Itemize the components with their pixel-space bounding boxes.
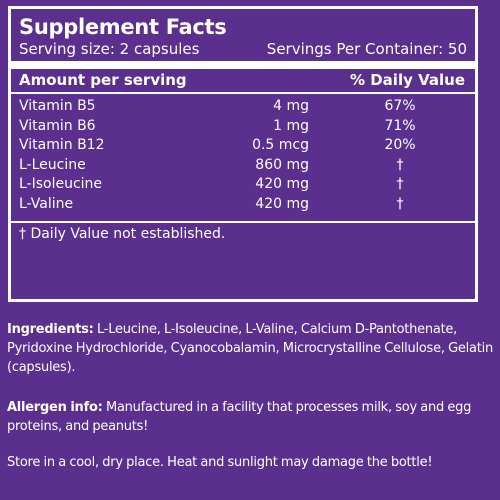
nutrient-name: L-Valine xyxy=(19,195,74,212)
nutrient-daily-value: † xyxy=(396,176,404,193)
nutrient-name: Vitamin B5 xyxy=(19,98,96,114)
panel-title: Supplement Facts xyxy=(19,15,227,39)
ingredients-section: Ingredients: L-Leucine, L-Isoleucine, L-… xyxy=(7,320,493,377)
serving-size: Serving size: 2 capsules xyxy=(19,40,200,58)
ingredients-label: Ingredients: xyxy=(7,322,94,337)
nutrient-row: Vitamin B5 4 mg 67% xyxy=(19,97,467,117)
nutrient-row: L-Valine 420 mg † xyxy=(19,195,467,215)
nutrient-amount: 420 mg xyxy=(255,195,309,212)
daily-value-footnote: † Daily Value not established. xyxy=(19,225,226,242)
column-header-row: Amount per serving % Daily Value xyxy=(19,69,467,91)
nutrient-name: Vitamin B12 xyxy=(19,137,105,154)
allergen-text: Manufactured in a facility that processe… xyxy=(7,400,472,434)
nutrient-row: L-Isoleucine 420 mg † xyxy=(19,175,467,195)
nutrient-name: Vitamin B6 xyxy=(19,117,96,134)
nutrient-row: L-Leucine 860 mg † xyxy=(19,156,467,176)
allergen-label: Allergen info: xyxy=(7,400,103,415)
ingredients-text: L-Leucine, L-Isoleucine, L-Valine, Calci… xyxy=(7,322,493,375)
supplement-facts-panel: Supplement Facts Serving size: 2 capsule… xyxy=(8,6,478,302)
nutrient-daily-value: 67% xyxy=(384,98,416,114)
allergen-section: Allergen info: Manufactured in a facilit… xyxy=(7,398,493,436)
nutrient-rows: Vitamin B5 4 mg 67% Vitamin B6 1 mg 71% … xyxy=(19,94,467,215)
footnote-divider xyxy=(11,220,475,223)
thick-divider xyxy=(11,61,475,69)
nutrient-amount: 860 mg xyxy=(255,156,309,173)
nutrient-daily-value: 20% xyxy=(384,137,416,154)
serving-info: Serving size: 2 capsules Servings Per Co… xyxy=(19,39,467,59)
amount-per-serving-header: Amount per serving xyxy=(19,71,187,89)
header-divider xyxy=(11,92,475,94)
nutrient-name: L-Leucine xyxy=(19,156,86,173)
servings-per-container: Servings Per Container: 50 xyxy=(266,40,467,58)
nutrient-amount: 1 mg xyxy=(273,117,309,134)
nutrient-row: Vitamin B12 0.5 mcg 20% xyxy=(19,136,467,156)
nutrient-amount: 0.5 mcg xyxy=(252,137,309,154)
nutrient-row: Vitamin B6 1 mg 71% xyxy=(19,117,467,137)
nutrient-daily-value: † xyxy=(396,195,404,212)
nutrient-amount: 420 mg xyxy=(255,176,309,193)
storage-instructions: Store in a cool, dry place. Heat and sun… xyxy=(7,455,433,470)
nutrient-amount: 4 mg xyxy=(273,98,309,114)
nutrient-daily-value: 71% xyxy=(384,117,416,134)
daily-value-header: % Daily Value xyxy=(349,71,465,89)
nutrient-name: L-Isoleucine xyxy=(19,176,103,193)
nutrient-daily-value: † xyxy=(396,156,404,173)
